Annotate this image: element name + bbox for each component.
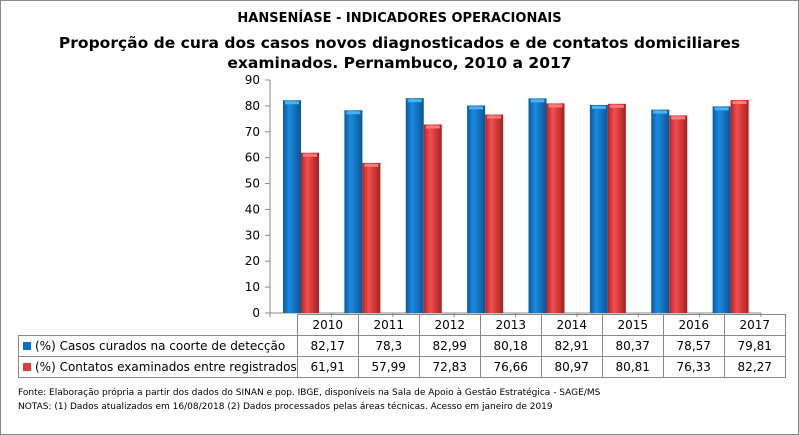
y-tick-label: 80 <box>245 99 260 113</box>
data-cell: 80,81 <box>601 356 664 378</box>
bar-casos-2017 <box>712 106 731 314</box>
bar-cap <box>425 125 440 129</box>
bar-cap <box>609 104 624 108</box>
data-cell: 80,97 <box>540 356 603 378</box>
bar-cap <box>732 101 747 105</box>
y-tick-label: 90 <box>245 73 260 87</box>
data-cell: 80,37 <box>601 335 664 357</box>
data-cell: 82,99 <box>418 335 481 357</box>
data-cell: 80,18 <box>479 335 542 357</box>
bar-cap <box>653 110 668 114</box>
data-cell: 78,57 <box>662 335 725 357</box>
bar-casos-2010 <box>283 100 301 313</box>
table-row-casos-curados: (%) Casos curados na coorte de detecção … <box>18 335 786 357</box>
legend-swatch-blue <box>23 342 31 350</box>
bar-casos-2016 <box>651 109 670 313</box>
bar-cap <box>407 99 422 103</box>
bar-casos-2013 <box>467 105 486 314</box>
bar-contatos-2017 <box>730 100 749 313</box>
chart-supertitle: HANSENÍASE - INDICADORES OPERACIONAIS <box>237 11 562 26</box>
bar-contatos-2014 <box>546 103 565 313</box>
year-header: 2012 <box>418 314 481 336</box>
bar-contatos-2015 <box>607 103 626 313</box>
chart-title-line1: Proporção de cura dos casos novos diagno… <box>58 34 741 52</box>
bar-casos-2014 <box>528 98 547 313</box>
bar-cap <box>714 107 729 111</box>
year-header: 2010 <box>296 314 359 336</box>
year-header: 2011 <box>357 314 420 336</box>
bar-cap <box>671 116 686 120</box>
data-cell: 61,91 <box>296 356 359 378</box>
year-header: 2016 <box>662 314 725 336</box>
table-header-row: 2010 2011 2012 2013 2014 2015 2016 2017 <box>19 314 786 336</box>
data-table: 2010 2011 2012 2013 2014 2015 2016 2017 … <box>18 314 786 378</box>
y-tick-label: 70 <box>245 125 260 139</box>
bar-contatos-2013 <box>485 114 504 314</box>
data-cell: 82,27 <box>723 356 786 378</box>
bar-cap <box>285 101 299 105</box>
y-tick-label: 30 <box>245 228 260 242</box>
year-header: 2015 <box>601 314 664 336</box>
bar-cap <box>591 105 606 109</box>
bar-cap <box>548 104 563 108</box>
bar-contatos-2012 <box>423 124 442 313</box>
bar-cap <box>469 106 484 110</box>
legend-label: (%) Contatos examinados entre registrado… <box>35 360 297 374</box>
bar-casos-2012 <box>405 98 424 314</box>
bar-contatos-2010 <box>301 152 319 313</box>
data-cell: 82,17 <box>296 335 359 357</box>
bar-cap <box>303 153 317 157</box>
bar-chart-plot: 0 10 20 30 40 50 60 70 80 90 <box>245 73 762 320</box>
source-note: Fonte: Elaboração própria a partir dos d… <box>18 388 601 398</box>
bar-contatos-2016 <box>669 115 688 314</box>
legend-label: (%) Casos curados na coorte de detecção <box>35 339 286 353</box>
y-tick-label: 20 <box>245 254 260 268</box>
bar-cap <box>346 111 361 115</box>
data-cell: 82,91 <box>540 335 603 357</box>
notes: NOTAS: (1) Dados atualizados em 16/08/20… <box>18 402 553 412</box>
y-tick-label: 40 <box>245 202 260 216</box>
legend-swatch-red <box>23 363 31 371</box>
data-cell: 79,81 <box>723 335 786 357</box>
year-header: 2014 <box>540 314 603 336</box>
chart-title-line2: examinados. Pernambuco, 2010 a 2017 <box>227 54 572 72</box>
year-header: 2013 <box>479 314 542 336</box>
y-tick-label: 60 <box>245 151 260 165</box>
year-header: 2017 <box>723 314 786 336</box>
bar-casos-2015 <box>589 104 608 313</box>
bar-contatos-2011 <box>362 162 381 313</box>
data-cell: 76,66 <box>479 356 542 378</box>
y-tick-label: 10 <box>245 280 260 294</box>
bar-cap <box>364 163 379 167</box>
data-cell: 76,33 <box>662 356 725 378</box>
data-cell: 72,83 <box>418 356 481 378</box>
bar-casos-2011 <box>344 110 363 313</box>
table-row-contatos-examinados: (%) Contatos examinados entre registrado… <box>18 356 786 378</box>
y-tick-label: 0 <box>252 306 260 320</box>
bar-cap <box>530 99 545 103</box>
data-cell: 78,3 <box>357 335 420 357</box>
y-tick-label: 50 <box>245 177 260 191</box>
data-cell: 57,99 <box>357 356 420 378</box>
bar-cap <box>487 115 502 119</box>
